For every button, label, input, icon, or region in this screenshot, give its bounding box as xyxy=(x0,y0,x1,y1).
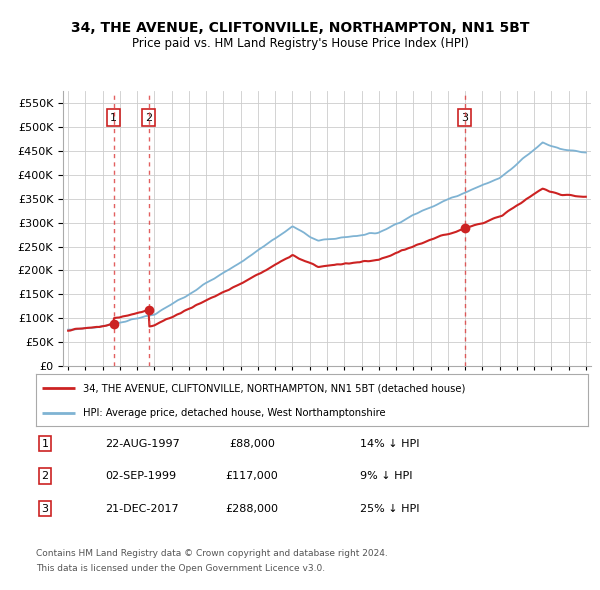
Text: 34, THE AVENUE, CLIFTONVILLE, NORTHAMPTON, NN1 5BT: 34, THE AVENUE, CLIFTONVILLE, NORTHAMPTO… xyxy=(71,21,529,35)
Text: 9% ↓ HPI: 9% ↓ HPI xyxy=(360,471,413,481)
Text: 1: 1 xyxy=(110,113,117,123)
Text: 25% ↓ HPI: 25% ↓ HPI xyxy=(360,504,419,513)
Text: Contains HM Land Registry data © Crown copyright and database right 2024.: Contains HM Land Registry data © Crown c… xyxy=(36,549,388,558)
Text: HPI: Average price, detached house, West Northamptonshire: HPI: Average price, detached house, West… xyxy=(83,408,386,418)
Text: 2: 2 xyxy=(145,113,152,123)
Text: 2: 2 xyxy=(41,471,49,481)
Text: 34, THE AVENUE, CLIFTONVILLE, NORTHAMPTON, NN1 5BT (detached house): 34, THE AVENUE, CLIFTONVILLE, NORTHAMPTO… xyxy=(83,383,465,393)
Text: This data is licensed under the Open Government Licence v3.0.: This data is licensed under the Open Gov… xyxy=(36,565,325,573)
Text: 02-SEP-1999: 02-SEP-1999 xyxy=(105,471,176,481)
Text: £117,000: £117,000 xyxy=(226,471,278,481)
Text: Price paid vs. HM Land Registry's House Price Index (HPI): Price paid vs. HM Land Registry's House … xyxy=(131,37,469,50)
Text: 21-DEC-2017: 21-DEC-2017 xyxy=(105,504,179,513)
Text: 14% ↓ HPI: 14% ↓ HPI xyxy=(360,439,419,448)
Text: 3: 3 xyxy=(461,113,468,123)
Text: 1: 1 xyxy=(41,439,49,448)
Text: 22-AUG-1997: 22-AUG-1997 xyxy=(105,439,180,448)
Text: £88,000: £88,000 xyxy=(229,439,275,448)
Text: £288,000: £288,000 xyxy=(226,504,278,513)
Text: 3: 3 xyxy=(41,504,49,513)
